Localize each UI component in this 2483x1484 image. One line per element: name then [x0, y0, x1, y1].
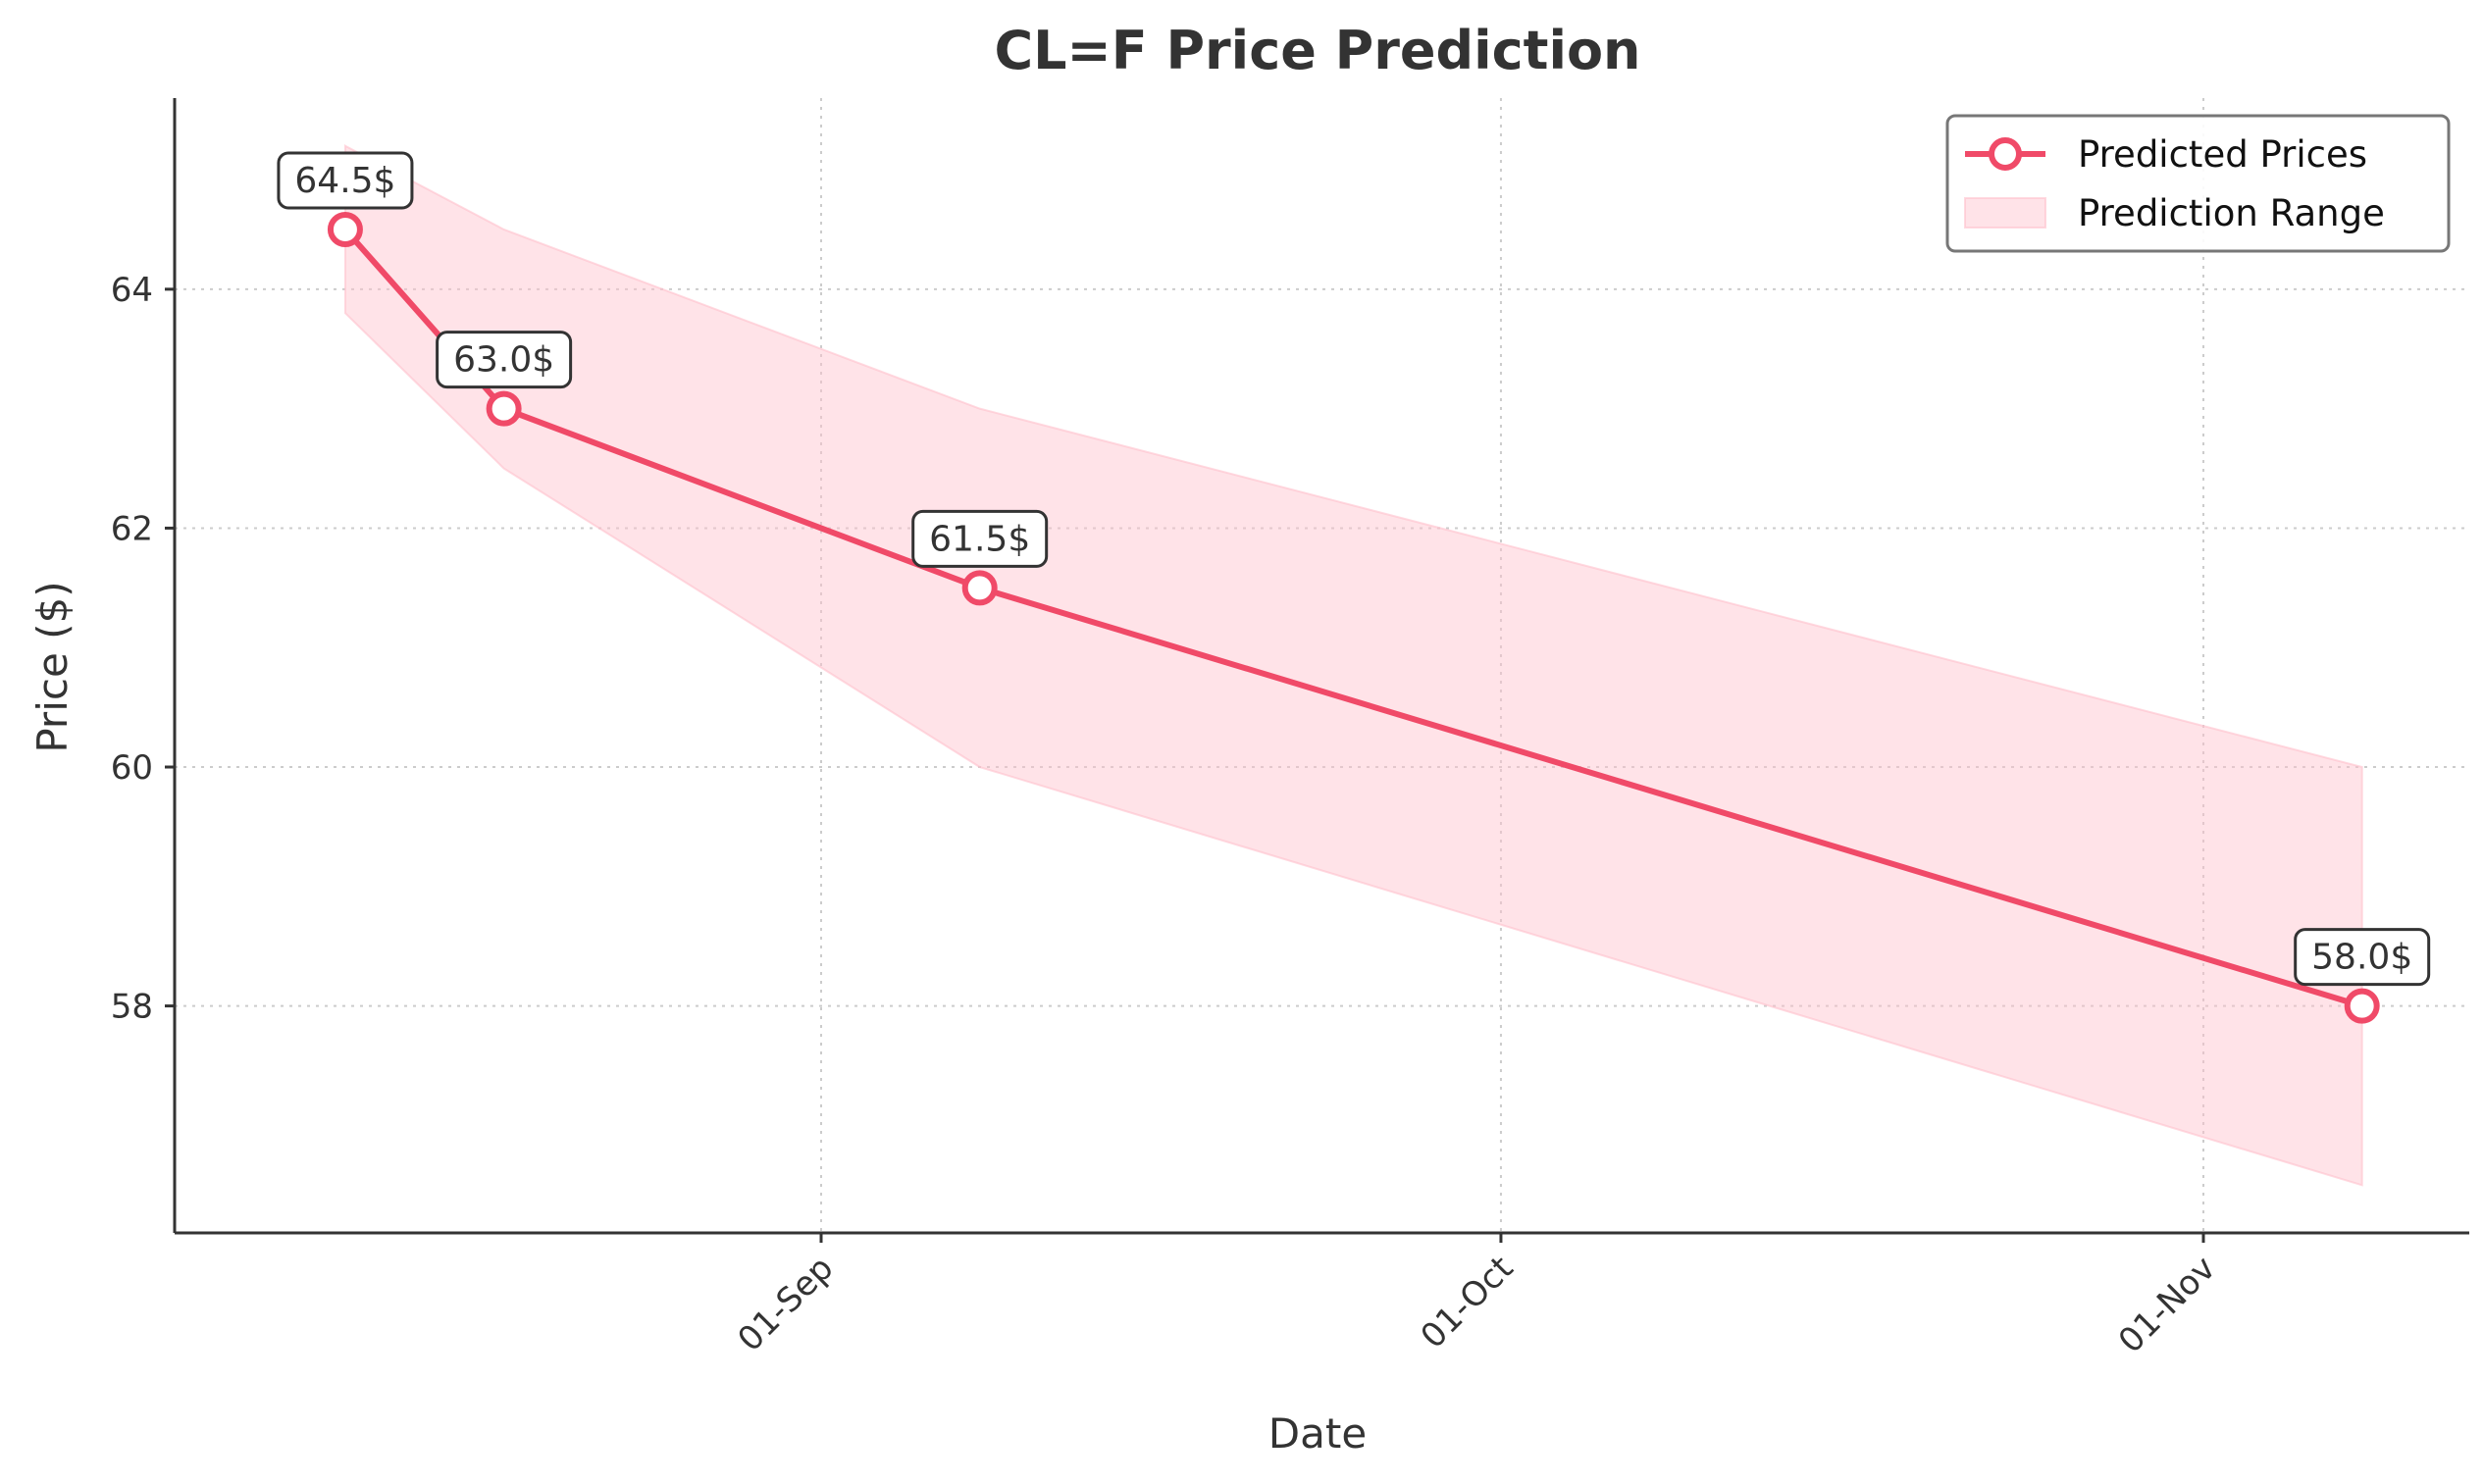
annotation-text: 61.5$: [929, 519, 1030, 559]
point-annotations: 64.5$ 63.0$ 61.5$ 58.0$: [277, 151, 2431, 987]
legend-item-predicted-prices[interactable]: Predicted Prices: [1965, 133, 2367, 176]
annotation-box: [2294, 928, 2431, 987]
legend-item-prediction-range[interactable]: Prediction Range: [1964, 192, 2385, 234]
prediction-range-band: [343, 144, 2363, 1187]
data-point-marker: [327, 211, 363, 247]
annotation-box: [436, 331, 573, 389]
annotation-box: [277, 151, 414, 210]
y-tick-label: 60: [111, 748, 153, 788]
annotation-text: 63.0$: [453, 340, 554, 381]
annotation-text: 58.0$: [2311, 938, 2412, 978]
value-annotation: 64.5$: [277, 151, 414, 210]
legend-band-swatch: [1964, 197, 2046, 229]
point-markers: [327, 211, 2380, 1024]
chart-title: CL=F Price Prediction: [995, 20, 1641, 81]
y-tick-label: 62: [111, 509, 153, 548]
value-annotation: 58.0$: [2294, 928, 2431, 987]
x-axis-label: Date: [1268, 1409, 1367, 1458]
value-annotation: 61.5$: [911, 509, 1049, 568]
legend-label-prediction-range: Prediction Range: [2078, 192, 2385, 234]
annotation-box: [911, 509, 1049, 568]
legend-box: [1945, 114, 2451, 253]
legend-label-predicted-prices: Predicted Prices: [2078, 133, 2367, 176]
y-tick-label: 64: [111, 271, 153, 310]
legend[interactable]: Predicted Prices Prediction Range: [1945, 114, 2451, 253]
axes: [173, 98, 2469, 1235]
predicted-prices-line-layer: [342, 227, 2363, 1009]
legend-marker-swatch: [1989, 137, 2022, 171]
data-point-marker: [486, 390, 522, 427]
annotation-text: 64.5$: [294, 161, 395, 201]
data-point-marker: [961, 570, 998, 606]
value-annotation: 63.0$: [436, 331, 573, 389]
predicted-prices-line: [342, 227, 2363, 1009]
data-point-marker: [2344, 988, 2380, 1024]
y-tick-label: 58: [111, 988, 153, 1027]
grid: [175, 98, 2469, 1233]
y-axis-label: Price ($): [28, 581, 77, 752]
prediction-range-band-layer: [343, 144, 2363, 1187]
